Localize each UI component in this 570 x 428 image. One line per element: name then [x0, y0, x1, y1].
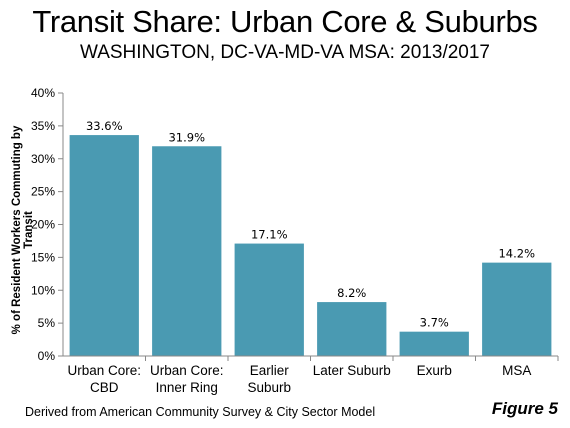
x-tick-label: MSA — [502, 363, 531, 378]
y-axis-ticks: 0% 5% 10% 15% 20% 25% 30% 35% 40% — [31, 86, 63, 363]
bar — [234, 243, 304, 356]
x-tick-label: Suburb — [247, 380, 291, 395]
y-tick-label: 30% — [31, 152, 55, 166]
chart-subtitle: WASHINGTON, DC-VA-MD-VA MSA: 2013/2017 — [79, 42, 490, 63]
x-tick-label: Urban Core: — [67, 363, 141, 378]
x-tick-label: Later Suburb — [313, 363, 391, 378]
bar — [69, 135, 139, 356]
y-tick-label: 10% — [31, 283, 55, 297]
y-tick-label: 0% — [38, 349, 56, 363]
bars — [69, 135, 552, 356]
x-tick-label: Inner Ring — [156, 380, 218, 395]
bar — [317, 302, 387, 356]
data-label: 14.2% — [498, 247, 535, 261]
x-tick-label: Exurb — [417, 363, 452, 378]
x-tick-label: Urban Core: — [150, 363, 224, 378]
chart-title: Transit Share: Urban Core & Suburbs — [32, 4, 538, 39]
y-tick-label: 15% — [31, 250, 55, 264]
value-labels: 33.6% 31.9% 17.1% 8.2% 3.7% 14.2% — [86, 119, 535, 330]
source-note: Derived from American Community Survey &… — [25, 405, 376, 419]
y-tick-label: 5% — [38, 316, 56, 330]
bar — [152, 146, 222, 356]
data-label: 3.7% — [420, 316, 449, 330]
bar — [482, 262, 552, 356]
x-axis-labels: Urban Core: CBD Urban Core: Inner Ring Earli… — [67, 356, 559, 395]
figure-label: Figure 5 — [491, 399, 558, 418]
y-tick-label: 35% — [31, 119, 55, 133]
x-tick-label: Earlier — [250, 363, 290, 378]
data-label: 8.2% — [337, 286, 366, 300]
x-tick-label: CBD — [90, 380, 119, 395]
data-label: 33.6% — [86, 119, 123, 133]
y-tick-label: 40% — [31, 86, 55, 100]
data-label: 17.1% — [251, 228, 288, 242]
y-tick-label: 25% — [31, 185, 55, 199]
data-label: 31.9% — [168, 130, 205, 144]
y-tick-label: 20% — [31, 218, 55, 232]
bar — [399, 331, 469, 356]
